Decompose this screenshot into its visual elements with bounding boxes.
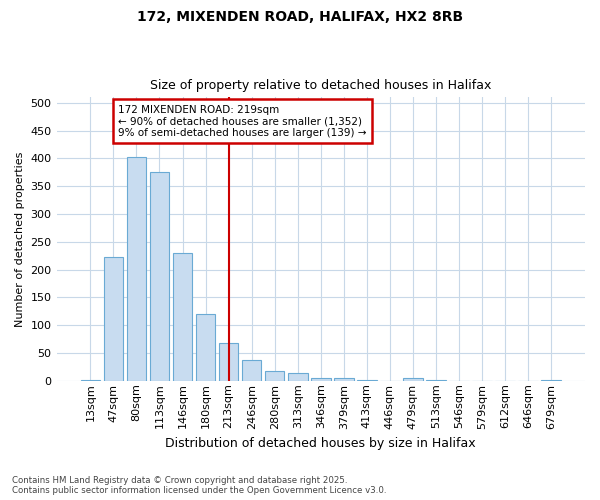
Bar xyxy=(403,378,423,381)
Title: Size of property relative to detached houses in Halifax: Size of property relative to detached ho… xyxy=(150,79,491,92)
Bar xyxy=(173,253,193,381)
Bar xyxy=(196,314,215,381)
Bar xyxy=(242,360,262,381)
Bar xyxy=(311,378,331,381)
Bar xyxy=(357,380,377,381)
Bar xyxy=(219,343,238,381)
Text: 172, MIXENDEN ROAD, HALIFAX, HX2 8RB: 172, MIXENDEN ROAD, HALIFAX, HX2 8RB xyxy=(137,10,463,24)
Bar xyxy=(80,380,100,381)
Bar xyxy=(127,158,146,381)
Bar xyxy=(541,380,561,381)
Bar xyxy=(288,373,308,381)
Bar xyxy=(104,258,123,381)
X-axis label: Distribution of detached houses by size in Halifax: Distribution of detached houses by size … xyxy=(166,437,476,450)
Y-axis label: Number of detached properties: Number of detached properties xyxy=(15,152,25,326)
Text: 172 MIXENDEN ROAD: 219sqm
← 90% of detached houses are smaller (1,352)
9% of sem: 172 MIXENDEN ROAD: 219sqm ← 90% of detac… xyxy=(118,104,367,138)
Bar xyxy=(149,172,169,381)
Bar xyxy=(426,380,446,381)
Text: Contains HM Land Registry data © Crown copyright and database right 2025.
Contai: Contains HM Land Registry data © Crown c… xyxy=(12,476,386,495)
Bar xyxy=(334,378,353,381)
Bar xyxy=(265,372,284,381)
